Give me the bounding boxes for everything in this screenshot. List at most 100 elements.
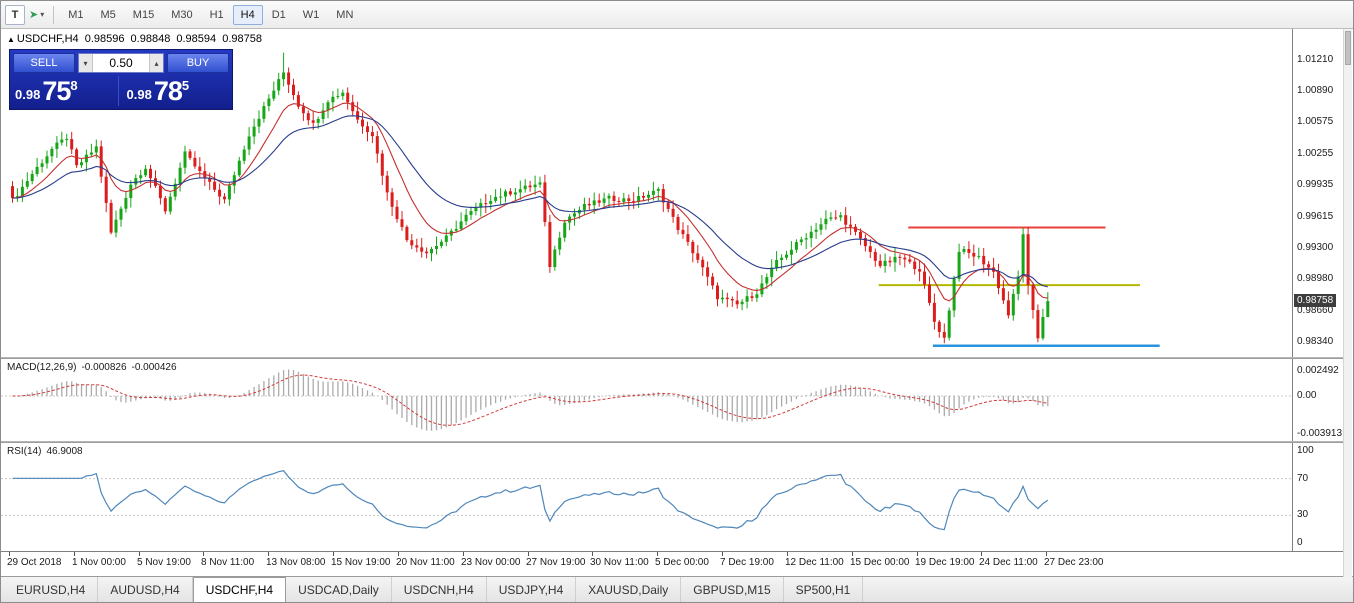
time-tick: [333, 552, 334, 556]
tab-usdchf-h4[interactable]: USDCHF,H4: [192, 577, 287, 602]
ohlc-low: 0.98594: [176, 33, 217, 45]
tf-button-m30[interactable]: M30: [171, 8, 193, 21]
axis-tick: 0.99935: [1297, 179, 1334, 191]
time-tick: [203, 552, 204, 556]
candlestick-chart[interactable]: ▲ USDCHF,H4 0.98596 0.98848 0.98594 0.987…: [1, 29, 1292, 357]
macd-canvas: [1, 369, 1292, 431]
axis-tick: 1.00890: [1297, 85, 1334, 97]
time-label: 24 Dec 11:00: [979, 557, 1038, 568]
time-tick: [268, 552, 269, 556]
tab-usdcnh-h4[interactable]: USDCNH,H4: [392, 577, 487, 602]
tf-button-m1[interactable]: M1: [68, 8, 84, 21]
candlestick-canvas: [11, 52, 1160, 347]
macd-plot[interactable]: MACD(12,26,9) -0.000826 -0.000426: [1, 359, 1292, 441]
tf-button-h1[interactable]: H1: [209, 8, 224, 21]
tf-button-mn[interactable]: MN: [336, 8, 354, 21]
time-label: 27 Nov 19:00: [526, 557, 586, 568]
tab-sp500-h1[interactable]: SP500,H1: [784, 577, 864, 602]
time-tick: [1046, 552, 1047, 556]
sell-button[interactable]: SELL: [13, 53, 75, 73]
time-label: 5 Dec 00:00: [655, 557, 709, 568]
panel-separator[interactable]: [1, 441, 1344, 443]
time-label: 12 Dec 11:00: [785, 557, 844, 568]
tab-usdcad-daily[interactable]: USDCAD,Daily: [286, 577, 392, 602]
chart-tabs: EURUSD,H4 AUDUSD,H4 USDCHF,H4 USDCAD,Daily U…: [1, 576, 1353, 602]
macd-panel: MACD(12,26,9) -0.000826 -0.000426 0.002492…: [1, 359, 1344, 441]
time-label: 8 Nov 11:00: [201, 557, 255, 568]
tab-gbpusd-m15[interactable]: GBPUSD,M15: [681, 577, 784, 602]
macd-axis: 0.002492 0.00 -0.003913: [1292, 359, 1344, 441]
axis-tick: 0.99615: [1297, 210, 1334, 222]
buy-button[interactable]: BUY: [167, 53, 229, 73]
chart-template-icon[interactable]: T: [5, 4, 25, 25]
tf-button-d1[interactable]: D1: [271, 8, 286, 21]
volume-decrease-button[interactable]: ▾: [79, 54, 93, 72]
tf-button-w1[interactable]: W1: [302, 8, 320, 21]
axis-tick: 0.98980: [1297, 273, 1334, 285]
sell-price-sup: 8: [70, 78, 78, 93]
rsi-value: 46.9008: [46, 446, 83, 457]
time-label: 20 Nov 11:00: [396, 557, 455, 568]
axis-tick: 1.00575: [1297, 116, 1334, 128]
macd-label: MACD(12,26,9) -0.000826 -0.000426: [7, 362, 177, 373]
ohlc-open: 0.98596: [84, 33, 125, 45]
buy-price-big: 78: [153, 76, 183, 106]
axis-tick: 100: [1297, 445, 1314, 456]
volume-increase-button[interactable]: ▴: [149, 54, 163, 72]
time-tick: [592, 552, 593, 556]
volume-stepper[interactable]: ▾ 0.50 ▴: [78, 53, 164, 73]
axis-tick: 30: [1297, 509, 1309, 521]
axis-tick: 0.002492: [1297, 365, 1339, 377]
axis-tick: 0.99300: [1297, 241, 1334, 253]
time-label: 5 Nov 19:00: [137, 557, 191, 568]
axis-tick: -0.003913: [1297, 428, 1343, 439]
tab-audusd-h4[interactable]: AUDUSD,H4: [98, 577, 193, 602]
time-label: 23 Nov 00:00: [461, 557, 521, 568]
axis-tick: 0: [1297, 537, 1303, 548]
time-label: 27 Dec 23:00: [1044, 557, 1104, 568]
rsi-plot[interactable]: RSI(14) 46.9008: [1, 443, 1292, 551]
one-click-trading-panel: SELL ▾ 0.50 ▴ BUY 0.98 75 8 0.98: [9, 49, 233, 110]
axis-tick: 0.98660: [1297, 304, 1334, 316]
tf-button-m15[interactable]: M15: [132, 8, 155, 21]
buy-price-prefix: 0.98: [126, 87, 152, 102]
tab-xauusd-daily[interactable]: XAUUSD,Daily: [576, 577, 682, 602]
time-tick: [852, 552, 853, 556]
axis-tick: 70: [1297, 472, 1309, 484]
ohlc-high: 0.98848: [130, 33, 171, 45]
time-tick: [74, 552, 75, 556]
tab-usdjpy-h4[interactable]: USDJPY,H4: [487, 577, 577, 602]
time-tick: [722, 552, 723, 556]
scrollbar-thumb[interactable]: [1345, 31, 1351, 65]
tab-eurusd-h4[interactable]: EURUSD,H4: [4, 577, 99, 602]
macd-name: MACD(12,26,9): [7, 362, 77, 373]
toolbar: T ➤ ▾ M1 M5 M15 M30 H1 H4 D1 W1 MN: [1, 1, 1353, 29]
price-axis[interactable]: 1.01210 1.00890 1.00575 1.00255 0.99935 0.996…: [1292, 29, 1344, 357]
panel-separator[interactable]: [1, 357, 1344, 359]
time-tick: [398, 552, 399, 556]
axis-tick: 1.01210: [1297, 53, 1334, 65]
tf-button-m5[interactable]: M5: [100, 8, 116, 21]
cursor-tool-button[interactable]: ➤ ▾: [26, 5, 47, 25]
tf-button-h4[interactable]: H4: [232, 4, 263, 25]
time-label: 13 Nov 08:00: [266, 557, 326, 568]
time-tick: [9, 552, 10, 556]
chevron-down-icon: ▾: [40, 10, 45, 19]
time-tick: [981, 552, 982, 556]
time-tick: [917, 552, 918, 556]
time-label: 15 Dec 00:00: [850, 557, 910, 568]
volume-value[interactable]: 0.50: [109, 56, 133, 70]
sell-price-big: 75: [42, 76, 71, 106]
vertical-scrollbar[interactable]: [1343, 29, 1352, 577]
macd-value-main: -0.000826: [81, 362, 127, 373]
rsi-label: RSI(14) 46.9008: [7, 446, 83, 457]
axis-tick: 0.98340: [1297, 336, 1334, 348]
current-price-badge: 0.98758: [1294, 294, 1337, 308]
time-axis[interactable]: 29 Oct 2018 1 Nov 00:00 5 Nov 19:00 8 Nov 1…: [1, 551, 1344, 576]
rsi-panel: RSI(14) 46.9008 100 70 30 0: [1, 443, 1344, 551]
axis-tick: 1.00255: [1297, 147, 1334, 159]
sell-price-prefix: 0.98: [15, 87, 41, 102]
time-label: 30 Nov 11:00: [590, 557, 649, 568]
time-tick: [463, 552, 464, 556]
